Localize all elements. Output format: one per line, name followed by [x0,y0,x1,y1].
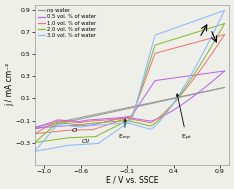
Y-axis label: j / mA cm⁻²: j / mA cm⁻² [5,63,14,106]
Text: CI: CI [71,128,77,133]
X-axis label: E / V vs. SSCE: E / V vs. SSCE [106,175,158,184]
Legend: no water, 0.5 vol. % of water, 1.0 vol. % of water, 2.0 vol. % of water, 3.0 vol: no water, 0.5 vol. % of water, 1.0 vol. … [37,8,96,39]
Text: E$_{rep}$: E$_{rep}$ [118,119,131,143]
Text: E$_{pit}$: E$_{pit}$ [176,94,192,143]
Text: CII: CII [82,139,90,144]
